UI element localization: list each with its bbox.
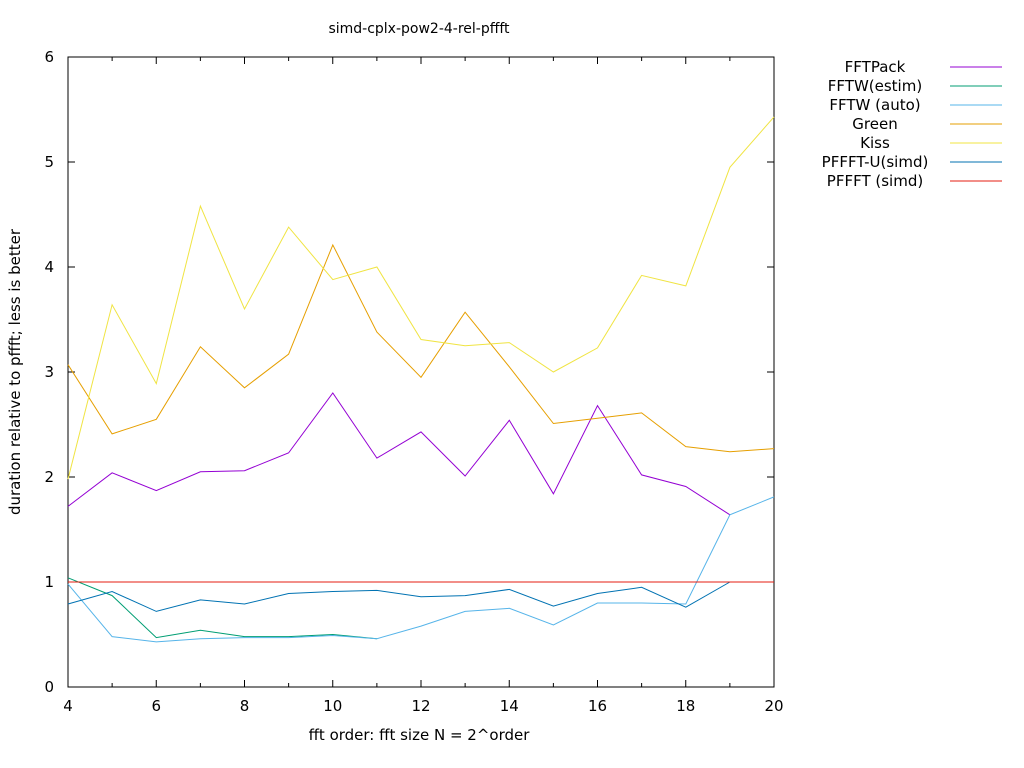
x-tick-label: 20 xyxy=(764,697,783,715)
legend-label: Kiss xyxy=(860,134,890,152)
x-tick-label: 14 xyxy=(500,697,519,715)
x-tick-label: 12 xyxy=(411,697,430,715)
x-tick-label: 18 xyxy=(676,697,695,715)
y-axis-label: duration relative to pffft; less is bett… xyxy=(6,228,24,515)
series-line-fftpack xyxy=(67,392,731,516)
y-tick-label: 5 xyxy=(44,153,54,171)
series-line-kiss xyxy=(67,116,775,480)
legend-label: PFFFT (simd) xyxy=(827,172,923,190)
y-tick-label: 4 xyxy=(44,258,54,276)
y-tick-label: 6 xyxy=(44,48,54,66)
x-axis-label: fft order: fft size N = 2^order xyxy=(309,726,531,744)
series-line-fftw-estim xyxy=(67,577,377,640)
y-tick-label: 0 xyxy=(44,678,54,696)
y-tick-label: 2 xyxy=(44,468,54,486)
chart-title: simd-cplx-pow2-4-rel-pffft xyxy=(328,21,510,37)
series-line-green xyxy=(67,243,775,453)
legend-label: FFTPack xyxy=(845,58,906,76)
series-line-fftw-auto xyxy=(67,496,775,643)
plot-frame xyxy=(67,56,775,688)
legend-label: FFTW (auto) xyxy=(829,96,920,114)
legend-label: PFFFT-U(simd) xyxy=(822,153,929,171)
x-tick-label: 4 xyxy=(63,697,73,715)
x-tick-label: 10 xyxy=(323,697,342,715)
x-tick-label: 8 xyxy=(240,697,250,715)
y-tick-label: 1 xyxy=(44,573,54,591)
x-axis: 4 6 8 10 12 14 16 18 20 xyxy=(63,57,784,715)
y-tick-label: 3 xyxy=(44,363,54,381)
series-line-pffft-u-simd xyxy=(67,581,731,612)
x-tick-label: 6 xyxy=(151,697,161,715)
y-axis: 0 1 2 3 4 5 6 xyxy=(44,48,774,696)
legend-label: FFTW(estim) xyxy=(828,77,922,95)
legend-label: Green xyxy=(852,115,897,133)
series-layer xyxy=(67,116,775,643)
x-tick-label: 16 xyxy=(588,697,607,715)
